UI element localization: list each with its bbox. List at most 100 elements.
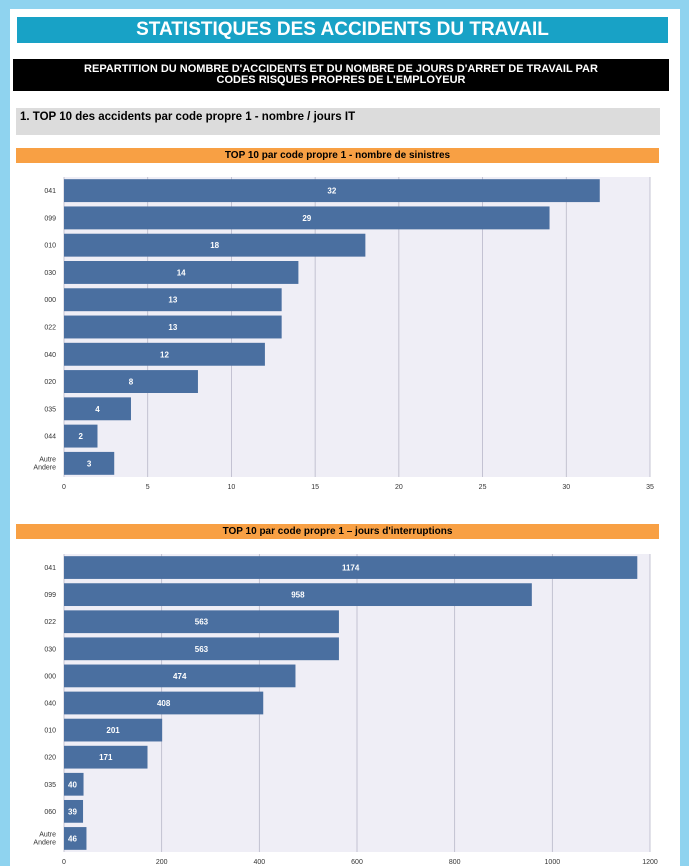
bar	[64, 451, 115, 475]
chart-2-title: TOP 10 par code propre 1 – jours d'inter…	[16, 524, 659, 539]
category-label-line: 099	[44, 592, 56, 599]
bar	[64, 772, 84, 796]
bar	[64, 179, 600, 203]
x-tick-label: 400	[253, 859, 265, 866]
data-label: 4	[95, 405, 100, 414]
category-label-line: 041	[44, 565, 56, 572]
x-tick-label: 5	[146, 484, 150, 491]
category-label: 035	[44, 406, 56, 413]
page-subtitle: REPARTITION DU NOMBRE D'ACCIDENTS ET DU …	[13, 59, 669, 91]
bar	[64, 799, 84, 823]
x-tick-label: 15	[311, 484, 319, 491]
category-label: 000	[44, 673, 56, 680]
data-label: 40	[68, 780, 77, 789]
category-label-line: 020	[44, 379, 56, 386]
category-label: Autre Andere	[33, 456, 56, 471]
category-label-line: 041	[44, 188, 56, 195]
category-label-line: 010	[44, 243, 56, 250]
data-label: 14	[177, 268, 186, 277]
category-label-line: 022	[44, 325, 56, 332]
category-label: 010	[44, 728, 56, 735]
category-label-line: Andere	[33, 839, 56, 846]
category-label-line: 030	[44, 270, 56, 277]
bar	[64, 370, 198, 393]
data-label: 39	[68, 807, 77, 816]
category-label-line: 022	[44, 619, 56, 626]
data-label: 29	[302, 214, 311, 223]
bar	[64, 637, 339, 661]
page-subtitle-line-1: REPARTITION DU NOMBRE D'ACCIDENTS ET DU …	[84, 63, 598, 75]
report-page: STATISTIQUES DES ACCIDENTS DU TRAVAIL RE…	[10, 9, 680, 866]
bar	[64, 827, 87, 850]
x-tick-label: 35	[646, 484, 654, 491]
category-label: 099	[44, 592, 56, 599]
bar	[64, 342, 265, 366]
category-label: 044	[44, 434, 56, 441]
bar	[64, 556, 638, 579]
x-tick-label: 30	[562, 484, 570, 491]
category-label: 099	[44, 215, 56, 222]
bar	[64, 424, 98, 448]
category-label: 000	[44, 297, 56, 304]
data-label: 408	[157, 699, 171, 708]
bar	[64, 315, 282, 339]
x-tick-label: 1200	[642, 859, 658, 866]
category-label: 020	[44, 379, 56, 386]
data-label: 171	[99, 753, 113, 762]
data-label: 474	[173, 672, 187, 681]
bar	[64, 745, 148, 769]
data-label: 12	[160, 350, 169, 359]
page-subtitle-line-2: CODES RISQUES PROPRES DE L'EMPLOYEUR	[216, 74, 466, 86]
category-label-line: 040	[44, 352, 56, 359]
bar	[64, 610, 339, 634]
category-label-line: 000	[44, 673, 56, 680]
bar	[64, 206, 550, 230]
data-label: 201	[106, 726, 120, 735]
data-label: 13	[168, 323, 177, 332]
data-label: 1174	[342, 564, 360, 573]
category-label-line: 010	[44, 728, 56, 735]
category-label: 030	[44, 270, 56, 277]
category-label: 060	[44, 809, 56, 816]
category-label-line: 020	[44, 755, 56, 762]
category-label: 010	[44, 243, 56, 250]
x-tick-label: 200	[156, 859, 168, 866]
category-label-line: 060	[44, 809, 56, 816]
bar	[64, 261, 299, 284]
section-heading: 1. TOP 10 des accidents par code propre …	[16, 108, 660, 135]
x-tick-label: 800	[449, 859, 461, 866]
category-label-line: 040	[44, 701, 56, 708]
bar	[64, 718, 163, 742]
category-label: 041	[44, 565, 56, 572]
category-label-line: 099	[44, 215, 56, 222]
bar	[64, 397, 131, 421]
category-label-line: 044	[44, 434, 56, 441]
category-label: 022	[44, 619, 56, 626]
data-label: 2	[79, 432, 84, 441]
bar	[64, 664, 296, 688]
category-label-line: 030	[44, 646, 56, 653]
data-label: 13	[168, 296, 177, 305]
data-label: 18	[210, 241, 219, 250]
bar	[64, 288, 282, 312]
category-label-line: Autre	[39, 831, 56, 838]
category-label: Autre Andere	[33, 831, 56, 846]
chart-1-title: TOP 10 par code propre 1 - nombre de sin…	[16, 148, 659, 163]
category-label-line: 000	[44, 297, 56, 304]
x-tick-label: 600	[351, 859, 363, 866]
x-tick-label: 0	[62, 859, 66, 866]
x-tick-label: 20	[395, 484, 403, 491]
category-label: 040	[44, 352, 56, 359]
category-label: 022	[44, 325, 56, 332]
category-label-line: 035	[44, 782, 56, 789]
category-label: 020	[44, 755, 56, 762]
bar	[64, 583, 532, 607]
category-label: 040	[44, 701, 56, 708]
x-tick-label: 25	[479, 484, 487, 491]
data-label: 958	[291, 591, 305, 600]
bar	[64, 233, 366, 257]
category-label-line: Autre	[39, 456, 56, 463]
x-tick-label: 0	[62, 484, 66, 491]
